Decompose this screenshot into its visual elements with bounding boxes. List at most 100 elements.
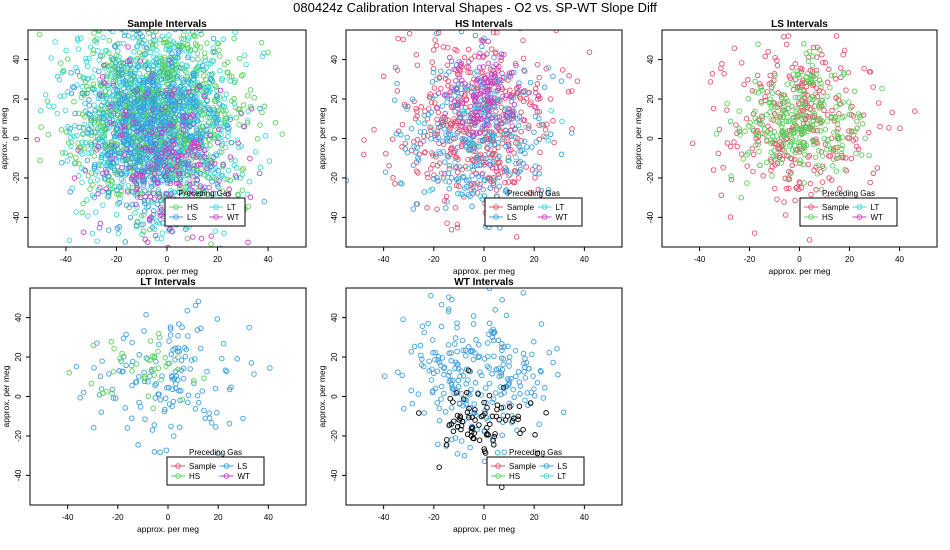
point-hs: [859, 121, 866, 127]
y-tick-label: 20: [14, 352, 23, 361]
point-sample: [843, 168, 850, 174]
point-wt: [191, 138, 198, 145]
point-hs: [767, 96, 773, 102]
point-sample: [797, 180, 803, 186]
point-wt: [477, 129, 483, 135]
point-ls: [486, 150, 492, 157]
point-ls: [417, 129, 424, 135]
point-hs: [814, 140, 821, 147]
point-ls: [439, 138, 446, 145]
point-lt: [203, 85, 210, 91]
point-ls: [141, 208, 148, 214]
point-sample: [798, 68, 805, 75]
point-hs: [194, 42, 200, 49]
point-ls: [131, 95, 138, 102]
point-wt: [152, 141, 159, 147]
point-sample: [738, 60, 745, 66]
point-lt: [225, 129, 232, 135]
point-hs: [795, 140, 802, 146]
point-hs: [828, 72, 835, 79]
point-ls: [472, 148, 478, 155]
point-ls: [116, 99, 122, 106]
point-lt: [427, 188, 433, 194]
point-hs: [817, 128, 823, 134]
point-ls: [463, 381, 469, 387]
point-sample: [454, 169, 461, 176]
point-sample: [493, 168, 500, 175]
point-ls: [135, 127, 142, 134]
point-wt: [455, 102, 461, 109]
point-wt: [488, 71, 495, 78]
point-ls: [506, 363, 512, 369]
point-ls: [476, 143, 482, 150]
point-wt: [132, 120, 139, 126]
point-ls: [469, 163, 475, 169]
point-wt: [130, 120, 136, 126]
point-ls: [191, 380, 197, 386]
point-lt: [506, 157, 512, 163]
point-sample: [424, 133, 431, 139]
point-ls: [461, 453, 468, 459]
point-lt: [75, 173, 82, 179]
point-ls: [441, 390, 447, 397]
point-wt: [190, 173, 196, 180]
point-ls: [123, 331, 129, 338]
point-hs: [76, 144, 82, 151]
point-lt: [71, 133, 77, 140]
point-wt: [481, 88, 487, 95]
point-hs: [63, 129, 70, 135]
point-ls: [205, 104, 211, 111]
point-wt: [201, 93, 207, 100]
point-wt: [241, 124, 248, 130]
point-ls: [479, 137, 486, 144]
point-lt: [37, 108, 44, 114]
point-ls: [112, 44, 119, 50]
x-axis-label: approx. per meg: [137, 524, 199, 534]
point-hs: [203, 11, 208, 16]
point-ls: [151, 113, 158, 119]
legend-title: Preceding Gas: [507, 189, 560, 198]
point-ls: [146, 76, 152, 83]
point-hs: [758, 100, 765, 106]
point-sample: [768, 167, 774, 174]
point-hs: [810, 118, 817, 125]
point-sample: [741, 81, 747, 88]
point-wt: [137, 58, 143, 64]
point-ls: [197, 345, 204, 352]
point-lt: [214, 87, 220, 94]
point-sample: [821, 107, 827, 114]
point-hs: [148, 87, 155, 93]
x-tick-label: -20: [111, 255, 123, 264]
point-wt: [515, 83, 522, 90]
point-wt: [183, 153, 190, 159]
point-ls: [408, 348, 415, 355]
point-hs: [38, 124, 44, 130]
point-sample: [422, 149, 428, 155]
point-ls: [410, 206, 417, 212]
point-ls: [180, 119, 187, 125]
legend-swatch-point: [173, 214, 179, 220]
point-sample: [813, 187, 819, 193]
point-lt: [100, 34, 106, 40]
point-ls: [460, 174, 467, 181]
point-ls: [156, 391, 162, 397]
point-sample: [414, 137, 421, 143]
point-ls: [445, 342, 452, 348]
point-wt: [513, 62, 519, 69]
point-sample: [440, 141, 447, 147]
point-ls: [531, 129, 537, 135]
point-ls: [456, 94, 462, 100]
point-wt: [190, 234, 196, 240]
point-hs: [59, 150, 66, 156]
legend-entry-ls: LS: [507, 213, 517, 222]
point-ls: [554, 345, 560, 352]
point-lt: [83, 55, 89, 62]
point-ls: [176, 348, 183, 355]
point-wt: [172, 141, 178, 147]
point-hs: [194, 65, 200, 71]
point-ls: [128, 415, 135, 421]
point-wt: [163, 146, 170, 153]
point-ls: [143, 135, 150, 142]
point-sample: [835, 126, 841, 132]
point-sample: [720, 164, 726, 171]
